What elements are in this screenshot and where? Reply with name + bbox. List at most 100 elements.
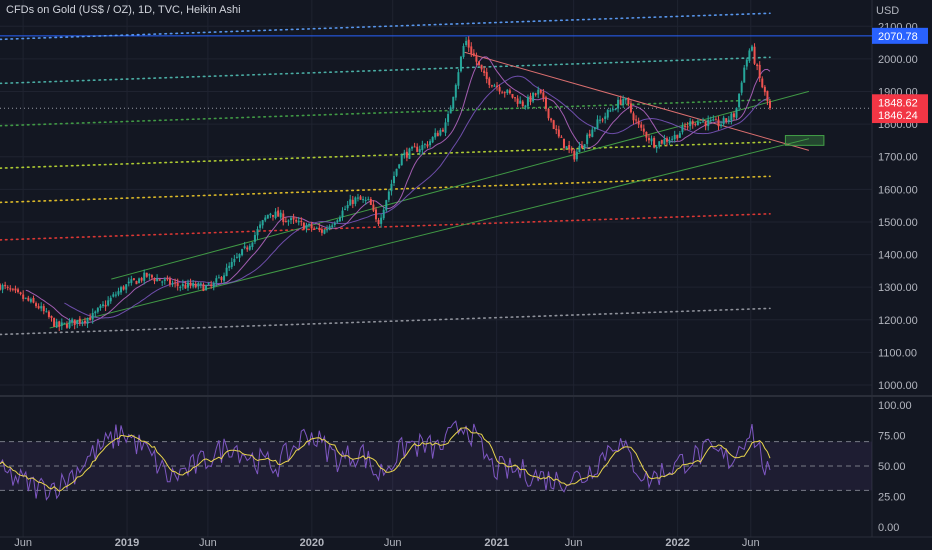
- candle-body: [0, 284, 1, 290]
- candle-body: [351, 199, 354, 204]
- candle-body: [83, 320, 86, 323]
- candle-body: [104, 304, 107, 307]
- candle-body: [418, 149, 421, 153]
- candle-body: [42, 306, 45, 312]
- candle-body: [521, 101, 524, 107]
- candle-body: [63, 322, 66, 324]
- candle-body: [241, 249, 244, 256]
- candle-body: [277, 210, 280, 217]
- time-tick-label: 2022: [665, 537, 689, 549]
- candle-body: [532, 92, 535, 102]
- candle-body: [145, 272, 148, 277]
- candle-body: [663, 139, 666, 145]
- candle-body: [444, 122, 447, 133]
- candle-body: [756, 64, 759, 67]
- candle-body: [735, 107, 738, 118]
- candle-body: [284, 221, 287, 223]
- candle-body: [220, 277, 223, 281]
- candle-body: [568, 145, 571, 150]
- trend-lines: [0, 12, 872, 336]
- candle-body: [94, 311, 97, 314]
- rsi-line: [0, 420, 771, 501]
- candle-body: [691, 121, 694, 125]
- candle-body: [76, 319, 79, 324]
- candle-body: [475, 56, 478, 62]
- candle-body: [526, 96, 529, 107]
- candle-body: [496, 85, 499, 87]
- candle-body: [248, 245, 251, 250]
- candle-body: [362, 199, 365, 201]
- candle-body: [35, 303, 38, 307]
- candle-body: [114, 294, 117, 296]
- candle-body: [259, 224, 262, 228]
- candle-body: [323, 229, 326, 234]
- candle-body: [722, 117, 725, 125]
- candle-body: [305, 225, 308, 229]
- candle-body: [96, 308, 99, 312]
- candle-body: [158, 279, 161, 281]
- candle-body: [150, 275, 153, 278]
- candle-body: [377, 219, 380, 225]
- candle-body: [534, 93, 537, 95]
- candle-body: [266, 214, 269, 219]
- candle-body: [161, 281, 164, 283]
- candle-body: [287, 220, 290, 222]
- candle-body: [380, 217, 383, 224]
- candle-body: [127, 281, 130, 284]
- candle-body: [40, 306, 43, 309]
- candle-body: [743, 67, 746, 83]
- candle-body: [405, 151, 408, 158]
- candle-body: [745, 59, 748, 67]
- candle-body: [614, 109, 617, 111]
- candle-body: [205, 285, 208, 290]
- candle-body: [596, 119, 599, 129]
- candle-body: [573, 150, 576, 160]
- candle-body: [168, 278, 171, 285]
- candle-body: [519, 100, 522, 104]
- candle-body: [331, 225, 334, 228]
- candle-body: [560, 136, 563, 138]
- price-tick-label: 1700.00: [878, 152, 918, 164]
- candle-body: [678, 133, 681, 138]
- candle-body: [99, 305, 102, 308]
- candle-body: [454, 85, 457, 98]
- candle-body: [215, 278, 218, 283]
- candle-body: [557, 129, 560, 137]
- rsi-tick-label: 100.00: [878, 400, 912, 412]
- candle-body: [181, 284, 184, 287]
- candle-body: [570, 148, 573, 151]
- chart-title: CFDs on Gold (US$ / OZ), 1D, TVC, Heikin…: [6, 4, 241, 16]
- candle-body: [344, 208, 347, 210]
- candle-body: [436, 132, 439, 137]
- candle-body: [411, 147, 414, 149]
- candle-body: [395, 168, 398, 176]
- candle-body: [658, 141, 661, 147]
- candle-body: [9, 288, 12, 290]
- candle-body: [228, 265, 231, 268]
- candle-body: [650, 138, 653, 142]
- candle-body: [769, 100, 771, 109]
- price-tag-label: 1846.24: [878, 110, 918, 122]
- candle-body: [359, 196, 362, 200]
- candle-body: [413, 146, 416, 148]
- candle-body: [174, 282, 177, 284]
- candle-body: [19, 292, 22, 295]
- candle-body: [763, 86, 766, 93]
- candle-body: [138, 278, 141, 284]
- candle-body: [686, 126, 689, 128]
- candle-body: [4, 284, 7, 287]
- candle-body: [269, 213, 272, 216]
- candle-body: [462, 45, 465, 57]
- candle-body: [369, 199, 372, 205]
- trend-line: [0, 141, 771, 169]
- candle-body: [14, 288, 17, 291]
- price-candles: [0, 36, 771, 332]
- candle-body: [27, 297, 30, 301]
- candle-body: [562, 138, 565, 148]
- candle-body: [202, 284, 205, 292]
- candle-body: [179, 286, 182, 288]
- candle-body: [421, 145, 424, 151]
- candle-body: [575, 151, 578, 160]
